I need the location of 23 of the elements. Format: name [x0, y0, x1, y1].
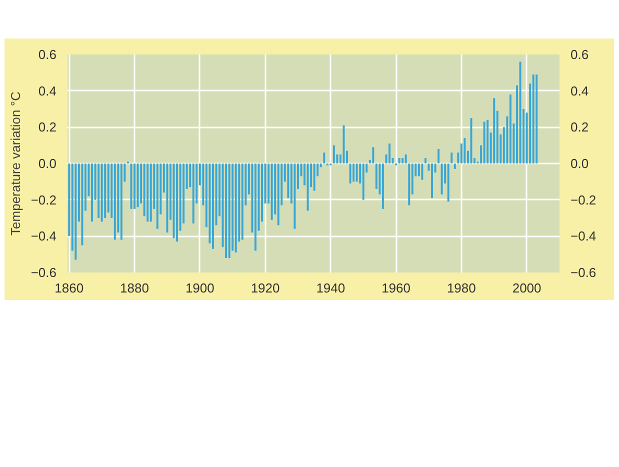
y-axis-title: Temperature variation °C: [8, 92, 23, 236]
y-tick-label: −0.4: [30, 228, 57, 244]
y-tick-label: −0.6: [30, 265, 57, 280]
y-tick-label: 0.2: [38, 120, 57, 135]
y2-tick-label: −0.2: [570, 192, 596, 208]
y2-tick-label: 0.2: [570, 120, 589, 135]
x-tick-label: 1980: [446, 280, 476, 296]
y2-tick-label: −0.6: [570, 265, 596, 280]
y2-tick-label: 0.0: [570, 156, 589, 171]
x-tick-label: 1860: [54, 280, 84, 296]
y2-tick-label: −0.4: [570, 228, 596, 244]
y2-tick-label: 0.4: [570, 83, 589, 98]
x-tick-label: 1920: [250, 280, 280, 296]
x-tick-label: 1940: [316, 280, 346, 296]
y-tick-label: 0.6: [38, 47, 57, 62]
y-tick-label: 0.0: [38, 156, 57, 171]
x-tick-label: 2000: [512, 280, 542, 296]
x-tick-label: 1900: [185, 280, 214, 296]
x-tick-label: 1880: [120, 280, 149, 296]
y-tick-label: 0.4: [38, 83, 57, 98]
y2-tick-label: 0.6: [570, 47, 589, 62]
y-tick-label: −0.2: [30, 192, 57, 208]
x-tick-label: 1960: [382, 280, 411, 296]
